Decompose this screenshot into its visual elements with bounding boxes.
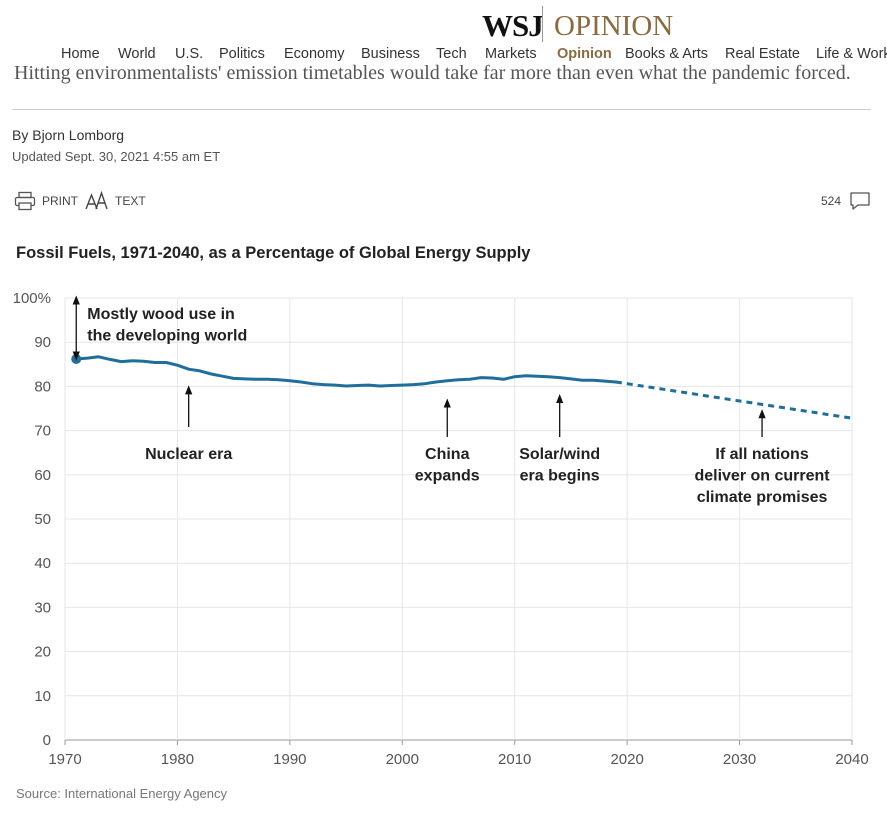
- y-tick-label: 20: [34, 644, 51, 661]
- annotation-climate-promises: If all nations deliver on current climate …: [694, 446, 830, 506]
- nav-home[interactable]: Home: [61, 46, 100, 62]
- byline: By Bjorn Lomborg: [12, 127, 124, 143]
- nav-economy[interactable]: Economy: [284, 46, 345, 62]
- y-tick-label: 70: [34, 423, 51, 440]
- x-tick-label: 1990: [273, 751, 306, 768]
- annotation-nuclear: Nuclear era: [145, 446, 232, 463]
- comment-count: 524: [820, 194, 841, 208]
- x-tick-label: 2030: [723, 751, 756, 768]
- print-label: PRINT: [42, 194, 78, 208]
- x-tick-label: 1970: [48, 751, 81, 768]
- annotation-wood: Mostly wood use in the developing world: [87, 306, 247, 345]
- historical-line: [74, 355, 618, 388]
- annotation-climate-promises-line: climate promises: [697, 489, 828, 506]
- updated-timestamp: Updated Sept. 30, 2021 4:55 am ET: [12, 149, 221, 164]
- chart-title: Fossil Fuels, 1971-2040, as a Percentage…: [16, 244, 531, 262]
- annotation-climate-promises-line: deliver on current: [694, 468, 830, 485]
- annotation-climate-promises-line: If all nations: [715, 446, 808, 463]
- projection-line: [615, 380, 853, 420]
- nav-tech[interactable]: Tech: [436, 46, 467, 62]
- divider: [12, 109, 871, 110]
- y-tick-label: 40: [34, 555, 51, 572]
- comment-icon: [850, 192, 870, 210]
- y-tick-label: 0: [43, 732, 51, 749]
- print-icon: [14, 191, 36, 211]
- y-tick-label: 80: [34, 378, 51, 395]
- annotation-wood-line: Mostly wood use in: [87, 306, 235, 323]
- chart-source: Source: International Energy Agency: [16, 786, 228, 801]
- annotation-solar-wind-line: Solar/wind: [519, 446, 600, 463]
- nav-markets[interactable]: Markets: [485, 46, 537, 62]
- section-nav: Home World U.S. Politics Economy Busines…: [0, 46, 887, 68]
- annotation-china: China expands: [415, 446, 480, 485]
- byline-prefix: By: [12, 127, 29, 143]
- y-tick-label: 10: [34, 688, 51, 705]
- annotation-wood-line: the developing world: [87, 328, 247, 345]
- annotation-china-line: China: [425, 446, 470, 463]
- annotation-solar-wind-line: era begins: [520, 468, 600, 485]
- y-tick-label: 50: [34, 511, 51, 528]
- y-tick-label: 60: [34, 467, 51, 484]
- x-tick-label: 2000: [386, 751, 419, 768]
- y-tick-label: 30: [34, 599, 51, 616]
- annotation-solar-wind: Solar/wind era begins: [519, 446, 600, 485]
- logo-divider: [542, 6, 543, 42]
- nav-world[interactable]: World: [118, 46, 156, 62]
- nav-politics[interactable]: Politics: [219, 46, 265, 62]
- annotation-china-line: expands: [415, 468, 480, 485]
- nav-real-estate[interactable]: Real Estate: [725, 46, 800, 62]
- article-subhead-text: Hitting environmentalists' emission time…: [14, 64, 851, 84]
- nav-business[interactable]: Business: [361, 46, 420, 62]
- text-size-icon: [85, 191, 108, 210]
- nav-opinion[interactable]: Opinion: [557, 46, 612, 62]
- print-button[interactable]: PRINT: [14, 191, 78, 211]
- logo-wsj[interactable]: WSJ: [482, 8, 544, 43]
- annotation-nuclear-line: Nuclear era: [145, 446, 232, 463]
- nav-life-work[interactable]: Life & Work: [816, 46, 887, 62]
- nav-us[interactable]: U.S.: [175, 46, 204, 62]
- wsj-opinion-logo[interactable]: WSJ OPINION: [0, 4, 887, 44]
- x-tick-label: 2020: [610, 751, 643, 768]
- text-size-button[interactable]: TEXT: [85, 191, 146, 211]
- nav-books-arts[interactable]: Books & Arts: [625, 46, 709, 62]
- y-tick-label: 100%: [13, 290, 51, 307]
- x-tick-label: 2040: [835, 751, 868, 768]
- comments-button[interactable]: 524: [821, 191, 871, 211]
- x-tick-label: 1980: [161, 751, 194, 768]
- author-link[interactable]: Bjorn Lomborg: [32, 127, 125, 143]
- y-tick-label: 90: [34, 334, 51, 351]
- text-size-label: TEXT: [115, 194, 146, 208]
- logo-opinion[interactable]: OPINION: [554, 10, 674, 42]
- article-subhead: Hitting environmentalists' emission time…: [14, 64, 887, 86]
- x-tick-label: 2010: [498, 751, 531, 768]
